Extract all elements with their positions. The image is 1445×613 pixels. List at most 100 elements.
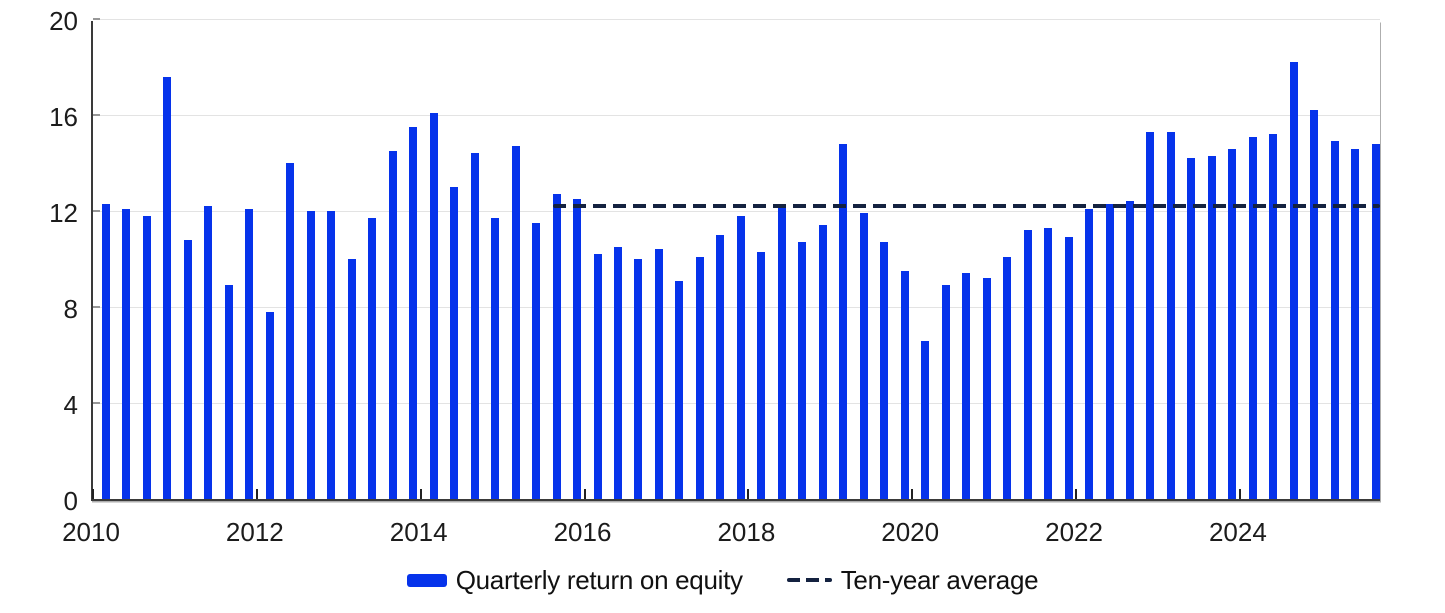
bar-2023-Q3 bbox=[1207, 155, 1216, 499]
bar-2019-Q3 bbox=[880, 242, 889, 499]
bar-2013-Q2 bbox=[368, 218, 377, 499]
bar-2011-Q4 bbox=[245, 208, 254, 499]
y-axis-label-0: 0 bbox=[63, 486, 78, 516]
y-tick-16 bbox=[93, 114, 100, 116]
bar-2017-Q1 bbox=[675, 280, 684, 499]
bar-2023-Q1 bbox=[1166, 131, 1175, 499]
bar-2024-Q4 bbox=[1310, 110, 1319, 499]
bar-2013-Q3 bbox=[388, 151, 397, 499]
bar-2014-Q4 bbox=[491, 218, 500, 499]
gridline-y-12 bbox=[93, 210, 1380, 212]
plot-area bbox=[91, 18, 1380, 501]
bar-2014-Q1 bbox=[429, 112, 438, 499]
x-axis-label-2018: 2018 bbox=[717, 517, 776, 547]
bar-2015-Q4 bbox=[573, 199, 582, 499]
bar-2010-Q3 bbox=[142, 215, 151, 499]
y-tick-20 bbox=[93, 18, 100, 20]
legend-item-ten-year-average: Ten-year average bbox=[786, 564, 1039, 596]
x-axis-label-2024: 2024 bbox=[1208, 517, 1267, 547]
bar-2012-Q4 bbox=[327, 211, 336, 499]
bar-2018-Q2 bbox=[777, 206, 786, 499]
y-axis-label-20: 20 bbox=[49, 6, 78, 36]
bar-2017-Q3 bbox=[716, 235, 725, 499]
bar-2022-Q4 bbox=[1146, 131, 1155, 499]
x-tick-2014 bbox=[419, 489, 422, 499]
bar-2013-Q1 bbox=[347, 259, 356, 499]
dashed-line-swatch-icon bbox=[786, 577, 832, 583]
bar-2019-Q4 bbox=[900, 271, 909, 499]
x-axis-label-2010: 2010 bbox=[62, 517, 120, 547]
x-tick-2020 bbox=[911, 489, 914, 499]
x-tick-2024 bbox=[1238, 489, 1241, 499]
y-axis-label-8: 8 bbox=[63, 294, 78, 324]
y-tick-4 bbox=[93, 402, 100, 404]
bar-2016-Q3 bbox=[634, 259, 643, 499]
bar-2013-Q4 bbox=[409, 127, 418, 499]
bar-2020-Q1 bbox=[921, 340, 930, 499]
legend-label-quarterly-roe: Quarterly return on equity bbox=[455, 564, 743, 595]
x-axis-label-2022: 2022 bbox=[1045, 517, 1103, 547]
x-tick-2010 bbox=[92, 489, 94, 499]
bar-2018-Q4 bbox=[818, 225, 827, 499]
y-axis-label-16: 16 bbox=[49, 102, 78, 132]
x-tick-2018 bbox=[747, 489, 750, 499]
bar-2018-Q1 bbox=[757, 251, 766, 499]
bar-2010-Q1 bbox=[102, 203, 110, 499]
bar-2016-Q2 bbox=[614, 247, 622, 499]
bar-2015-Q2 bbox=[532, 223, 541, 499]
bar-2011-Q2 bbox=[204, 206, 213, 499]
bar-2012-Q3 bbox=[306, 211, 315, 499]
bar-2022-Q1 bbox=[1085, 208, 1094, 499]
bar-2022-Q3 bbox=[1126, 201, 1134, 499]
x-tick-2022 bbox=[1075, 489, 1078, 499]
bar-2014-Q2 bbox=[450, 187, 459, 499]
bar-2020-Q3 bbox=[962, 273, 971, 499]
bar-2020-Q4 bbox=[982, 278, 991, 499]
bar-2019-Q1 bbox=[839, 143, 848, 499]
bar-2016-Q1 bbox=[593, 254, 602, 499]
legend: Quarterly return on equity Ten-year aver… bbox=[0, 562, 1445, 598]
gridline-y-20 bbox=[93, 18, 1380, 20]
bar-2023-Q2 bbox=[1187, 158, 1196, 499]
y-axis-label-12: 12 bbox=[49, 198, 78, 228]
y-tick-12 bbox=[93, 210, 100, 212]
bar-2020-Q2 bbox=[941, 285, 950, 499]
bar-2010-Q4 bbox=[163, 76, 172, 499]
bar-2012-Q2 bbox=[286, 163, 295, 499]
bar-2016-Q4 bbox=[654, 249, 663, 499]
bar-2012-Q1 bbox=[265, 311, 274, 499]
x-axis-label-2012: 2012 bbox=[225, 517, 284, 547]
bar-2022-Q2 bbox=[1105, 203, 1114, 499]
bar-2021-Q3 bbox=[1044, 227, 1053, 499]
y-tick-8 bbox=[93, 306, 100, 308]
x-axis-label-2014: 2014 bbox=[389, 517, 448, 547]
bar-2014-Q3 bbox=[470, 153, 479, 499]
ten-year-average-line bbox=[552, 203, 1380, 209]
bar-2023-Q4 bbox=[1228, 148, 1237, 499]
x-tick-2012 bbox=[255, 489, 258, 499]
bar-2015-Q1 bbox=[511, 146, 520, 499]
gridline-y-8 bbox=[93, 306, 1380, 308]
bar-2024-Q1 bbox=[1248, 136, 1257, 499]
bar-2018-Q3 bbox=[798, 242, 807, 499]
bar-2017-Q4 bbox=[736, 215, 745, 499]
bar-2015-Q3 bbox=[552, 194, 561, 499]
bar-2025-Q2 bbox=[1351, 148, 1360, 499]
legend-label-ten-year-average: Ten-year average bbox=[840, 564, 1039, 595]
gridline-y-16 bbox=[93, 114, 1380, 116]
bar-2010-Q2 bbox=[122, 208, 131, 499]
bar-2019-Q2 bbox=[859, 213, 868, 499]
bar-2025-Q1 bbox=[1330, 141, 1339, 499]
bar-2011-Q1 bbox=[183, 239, 192, 499]
y-axis-label-4: 4 bbox=[63, 390, 78, 420]
bar-2011-Q3 bbox=[224, 285, 233, 499]
bar-2017-Q2 bbox=[695, 256, 704, 499]
x-axis-label-2020: 2020 bbox=[881, 517, 940, 547]
bar-2025-Q3 bbox=[1371, 143, 1380, 499]
gridline-y-4 bbox=[93, 402, 1380, 404]
bar-series-swatch-icon bbox=[406, 573, 447, 587]
bar-2024-Q2 bbox=[1269, 134, 1278, 499]
x-tick-2016 bbox=[583, 489, 586, 499]
x-axis-label-2016: 2016 bbox=[553, 517, 612, 547]
